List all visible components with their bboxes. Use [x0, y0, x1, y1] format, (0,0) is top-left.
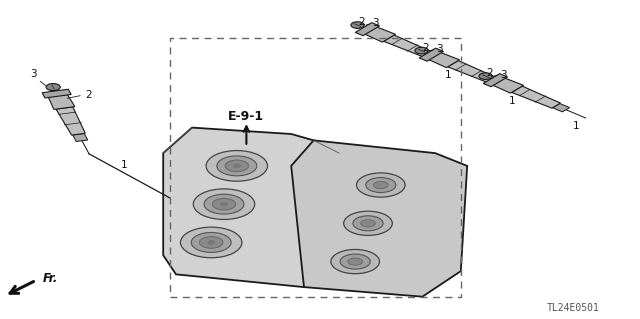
Circle shape — [220, 202, 228, 206]
Text: 3: 3 — [31, 69, 37, 79]
Circle shape — [46, 84, 60, 91]
Text: 2: 2 — [486, 68, 493, 78]
Circle shape — [344, 211, 392, 235]
Circle shape — [479, 73, 492, 79]
Polygon shape — [364, 26, 396, 42]
Circle shape — [340, 254, 371, 269]
Polygon shape — [355, 23, 380, 36]
Polygon shape — [48, 94, 75, 109]
Text: 1: 1 — [573, 121, 579, 131]
Polygon shape — [384, 35, 433, 57]
Circle shape — [180, 227, 242, 258]
Text: 3: 3 — [372, 19, 378, 28]
Text: 3: 3 — [436, 44, 442, 54]
Circle shape — [331, 249, 380, 274]
Circle shape — [233, 164, 241, 168]
Circle shape — [356, 173, 405, 197]
Circle shape — [191, 233, 231, 252]
Polygon shape — [483, 74, 508, 87]
Text: 1: 1 — [509, 96, 515, 106]
Circle shape — [361, 220, 375, 227]
Circle shape — [193, 189, 255, 219]
Circle shape — [212, 198, 236, 210]
Circle shape — [207, 241, 215, 244]
Polygon shape — [419, 48, 444, 61]
Polygon shape — [424, 52, 442, 61]
Polygon shape — [428, 52, 460, 68]
Polygon shape — [552, 103, 570, 112]
Polygon shape — [448, 61, 497, 83]
Circle shape — [217, 156, 257, 176]
Text: E-9-1: E-9-1 — [228, 110, 264, 123]
Polygon shape — [163, 128, 346, 287]
Circle shape — [225, 160, 248, 172]
Circle shape — [415, 47, 428, 54]
Polygon shape — [291, 140, 467, 297]
Circle shape — [348, 258, 362, 265]
Polygon shape — [492, 78, 524, 93]
Text: 1: 1 — [445, 70, 451, 80]
Text: 3: 3 — [500, 70, 506, 79]
Circle shape — [200, 237, 223, 248]
Polygon shape — [42, 89, 71, 98]
Text: 2: 2 — [85, 90, 92, 100]
Polygon shape — [512, 86, 561, 108]
Text: 1: 1 — [121, 160, 127, 170]
Polygon shape — [73, 133, 88, 142]
Circle shape — [351, 22, 364, 28]
Circle shape — [365, 177, 396, 193]
Circle shape — [374, 182, 388, 189]
Circle shape — [206, 151, 268, 181]
Text: 2: 2 — [358, 17, 365, 27]
Text: 2: 2 — [422, 43, 429, 53]
Text: Fr.: Fr. — [42, 272, 58, 285]
Circle shape — [204, 194, 244, 214]
Circle shape — [353, 216, 383, 231]
Polygon shape — [56, 107, 85, 135]
Polygon shape — [488, 78, 506, 86]
Text: TL24E0501: TL24E0501 — [547, 303, 599, 313]
